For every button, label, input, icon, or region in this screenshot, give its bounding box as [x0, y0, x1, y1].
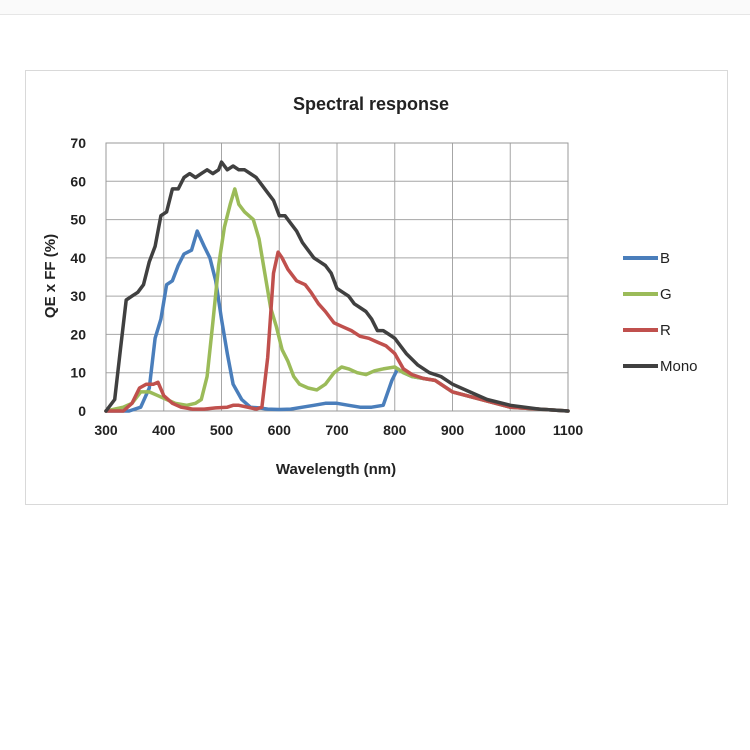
legend-label-g: G: [660, 286, 672, 303]
y-tick-label: 30: [70, 288, 86, 304]
plot-area: [105, 142, 569, 412]
x-tick-labels: 300 400 500 600 700 800 900 1000 1100: [94, 422, 583, 438]
y-tick-labels: 0 10 20 30 40 50 60 70: [70, 135, 86, 419]
y-tick-label: 10: [70, 365, 86, 381]
y-axis-title: QE x FF (%): [42, 234, 59, 318]
x-tick-label: 500: [210, 422, 234, 438]
y-tick-label: 40: [70, 250, 86, 266]
y-tick-label: 20: [70, 326, 86, 342]
top-bar: [0, 0, 750, 15]
legend-label-b: B: [660, 250, 670, 267]
x-axis-title: Wavelength (nm): [276, 461, 396, 478]
y-tick-label: 60: [70, 173, 86, 189]
y-tick-label: 50: [70, 212, 86, 228]
x-tick-label: 600: [268, 422, 292, 438]
x-tick-label: 300: [94, 422, 118, 438]
x-tick-label: 900: [441, 422, 465, 438]
spectral-response-chart: Spectral response 300 400 500 600 700 800 900 1…: [42, 94, 698, 478]
chart-frame: Spectral response 300 400 500 600 700 800 900 1…: [25, 70, 728, 505]
legend: B G R Mono: [623, 250, 698, 375]
x-tick-label: 1000: [495, 422, 526, 438]
series-lines: [104, 160, 570, 413]
series-line-g: [104, 187, 570, 413]
series-line-mono: [104, 160, 570, 413]
legend-label-mono: Mono: [660, 358, 698, 375]
series-line-r: [104, 250, 570, 413]
x-tick-label: 700: [325, 422, 349, 438]
x-tick-label: 1100: [553, 422, 584, 438]
y-tick-label: 70: [70, 135, 86, 151]
x-tick-label: 400: [152, 422, 176, 438]
chart-title: Spectral response: [293, 94, 449, 114]
x-tick-label: 800: [383, 422, 407, 438]
y-tick-label: 0: [78, 403, 86, 419]
legend-label-r: R: [660, 322, 671, 339]
